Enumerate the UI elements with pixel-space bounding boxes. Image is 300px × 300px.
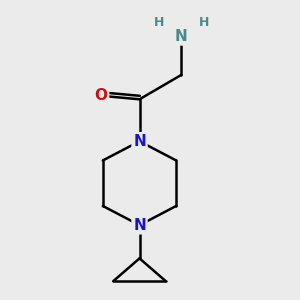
Text: N: N <box>133 218 146 233</box>
Text: H: H <box>154 16 164 29</box>
Text: O: O <box>94 88 107 103</box>
Text: N: N <box>175 29 188 44</box>
Text: N: N <box>133 134 146 149</box>
Text: H: H <box>199 16 209 29</box>
